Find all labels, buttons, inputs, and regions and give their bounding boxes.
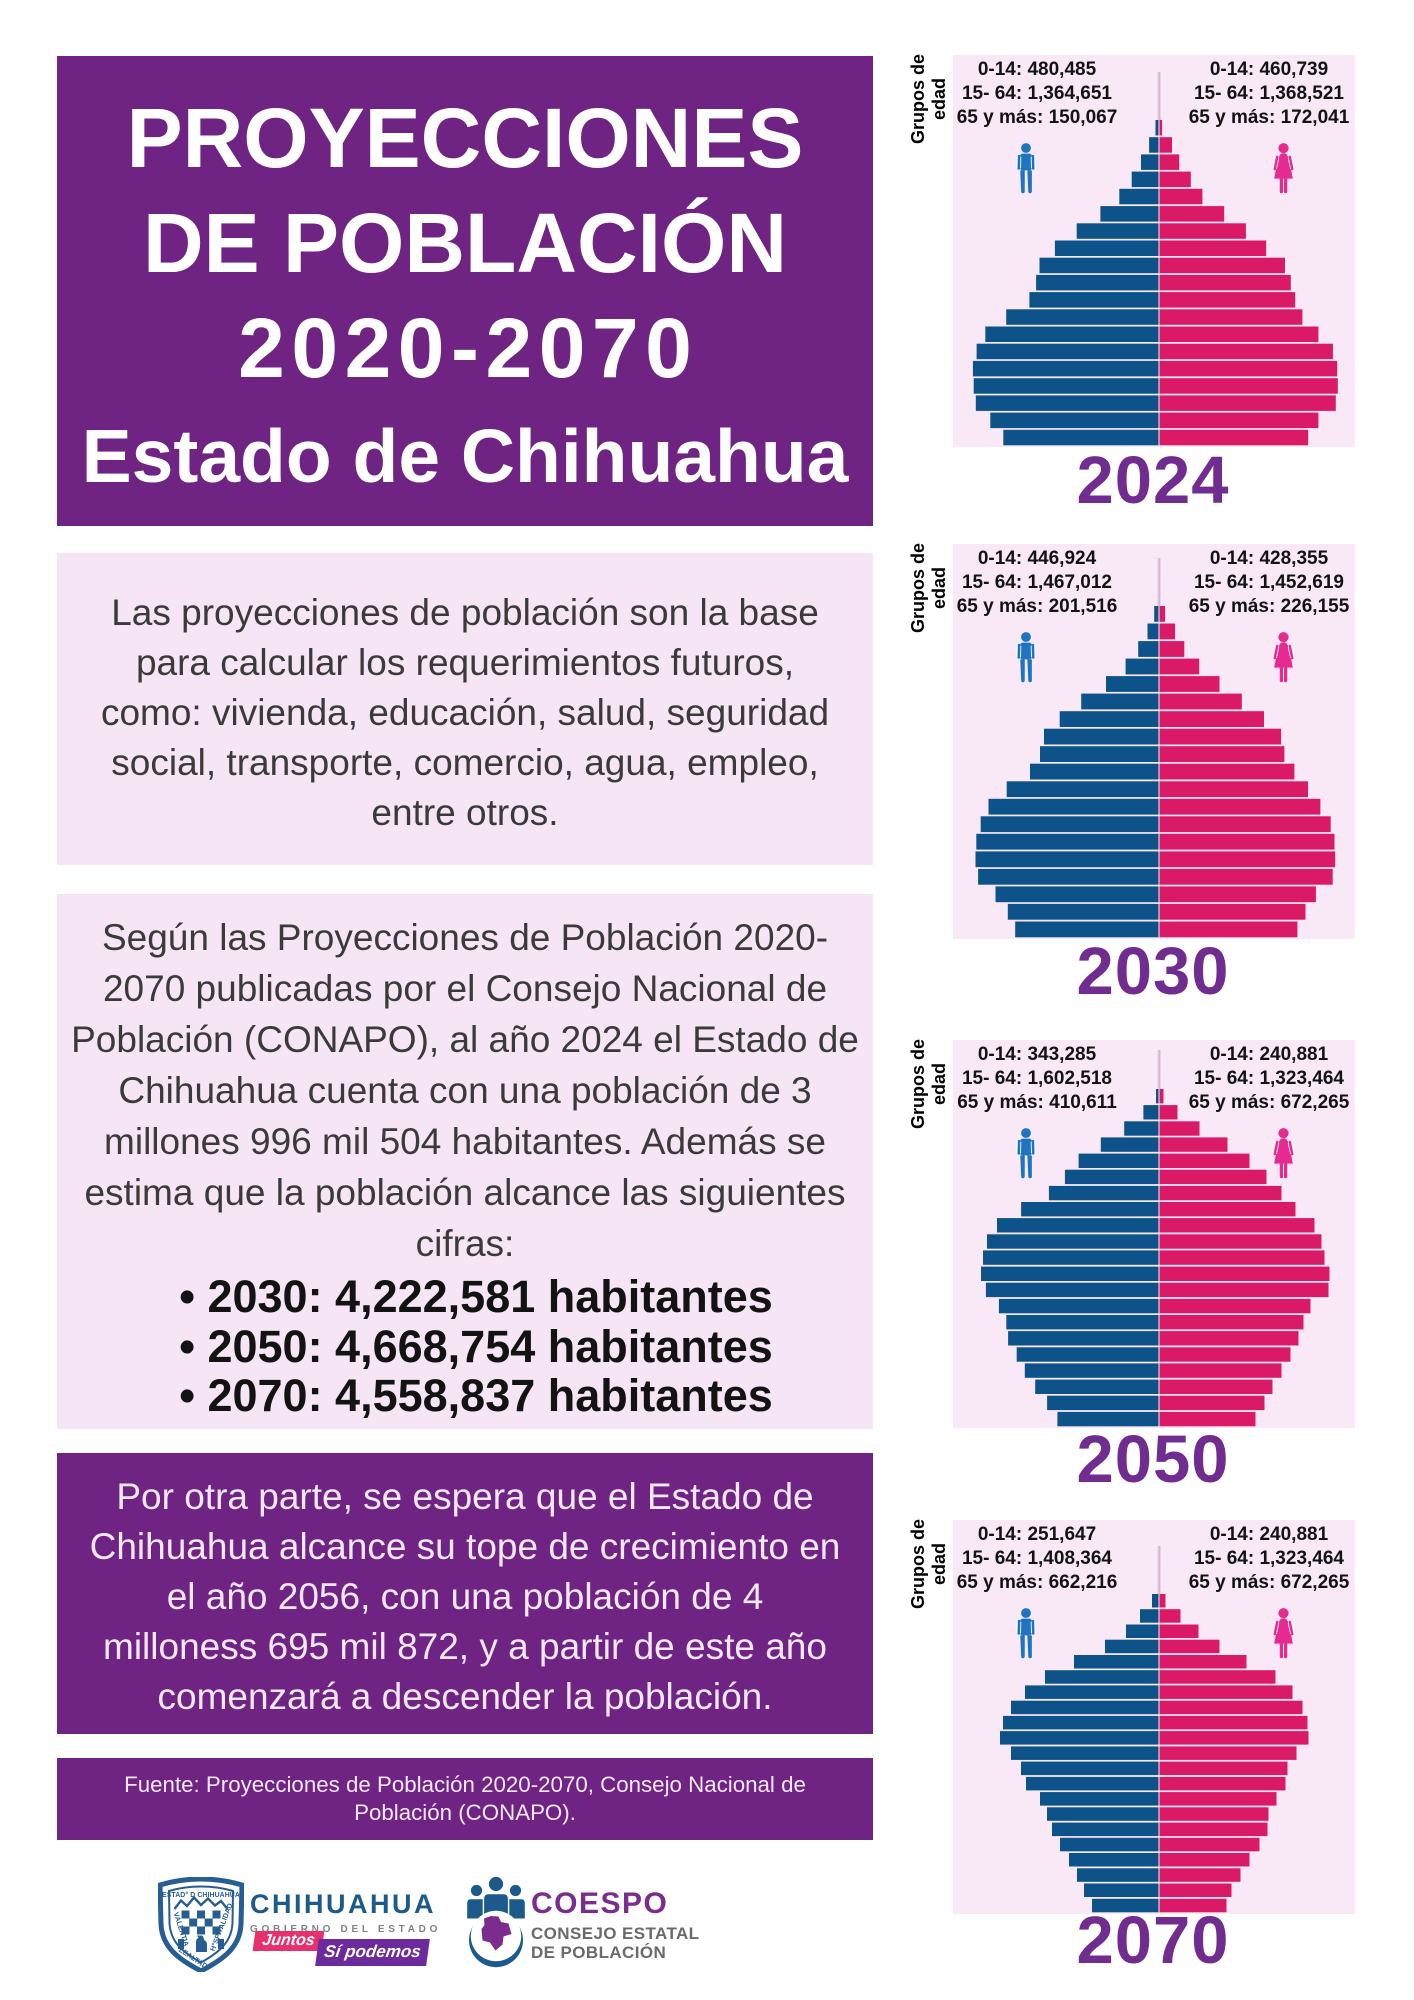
svg-text:ESTAD° D CHIHUAHUA: ESTAD° D CHIHUAHUA: [162, 1891, 240, 1899]
